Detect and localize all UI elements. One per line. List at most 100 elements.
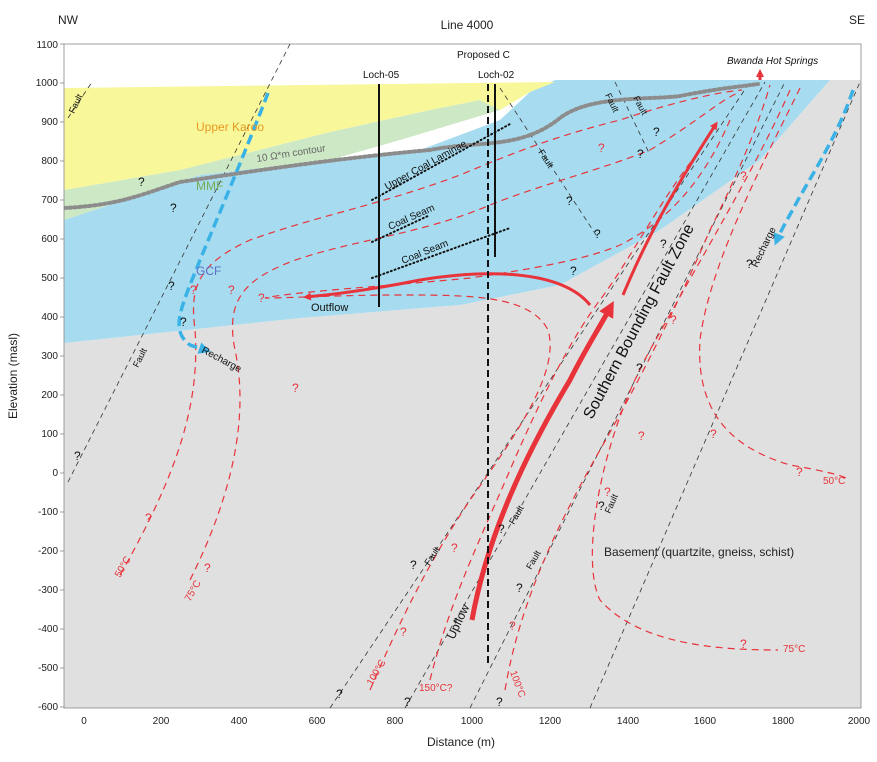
isotherm-uncertainty-marks: ? ? ? ? ? ? ? ? ? ? ? ? ? ? ? ? ?: [145, 141, 803, 651]
isotherm-100-central: [264, 119, 731, 691]
outflow-arrow: [303, 272, 592, 306]
question-mark: ?: [180, 315, 187, 329]
outflow-label: Outflow: [311, 302, 348, 314]
question-mark: ?: [509, 619, 516, 633]
question-mark: ?: [710, 427, 717, 441]
x-tick-label: 1000: [461, 716, 484, 727]
fault-line: [499, 87, 599, 239]
fault-line: [404, 81, 766, 708]
line-title: Line 4000: [441, 18, 494, 32]
question-mark: ?: [740, 637, 747, 651]
basement-layer: [64, 80, 861, 708]
question-mark: ?: [410, 558, 417, 572]
loch02-label: Loch-02: [478, 70, 515, 81]
question-mark: ?: [190, 283, 197, 297]
coal-seam1-line: [371, 214, 431, 243]
question-mark: ?: [336, 687, 343, 701]
loch05-label: Loch-05: [363, 70, 400, 81]
question-mark: ?: [404, 695, 411, 709]
isotherm-50-west: [119, 89, 743, 576]
x-tick-label: 200: [153, 716, 170, 727]
y-tick-label: -100: [38, 507, 58, 518]
question-mark: ?: [498, 522, 505, 536]
upflow-arrow: [469, 300, 614, 621]
fault-line: [589, 81, 861, 708]
question-mark: ?: [496, 695, 503, 709]
coal-seam2-line: [371, 227, 511, 279]
question-mark: ?: [653, 125, 660, 139]
overlays: [64, 44, 861, 708]
coal-seams: [371, 123, 511, 279]
basement-label: Basement (quartzite, gneiss, schist): [604, 545, 794, 559]
y-tick-label: 1100: [36, 40, 58, 51]
isotherm-100-east: [504, 84, 771, 691]
nw-label: NW: [58, 13, 79, 27]
y-tick-label: -300: [38, 585, 58, 596]
x-tick-label: 1200: [539, 716, 562, 727]
question-mark: ?: [228, 283, 235, 297]
y-tick-label: 400: [41, 312, 58, 323]
question-mark: ?: [566, 194, 573, 208]
y-tick-label: 200: [41, 390, 58, 401]
y-tick-label: 1000: [36, 78, 59, 89]
isotherm-50-east: [699, 87, 847, 479]
isotherm-label: 50°C: [823, 476, 845, 487]
question-mark: ?: [746, 257, 753, 271]
hot-springs-label: Bwanda Hot Springs: [727, 56, 818, 67]
x-tick-label: 1600: [694, 716, 717, 727]
y-axis-title: Elevation (masl): [6, 333, 20, 419]
proposed-label: Proposed C: [457, 50, 510, 61]
fault-line: [67, 44, 291, 483]
y-tick-label: 800: [41, 156, 58, 167]
y-tick-label: 0: [52, 468, 58, 479]
x-tick-label: 400: [231, 716, 248, 727]
question-mark: ?: [604, 485, 611, 499]
question-mark: ?: [170, 201, 177, 215]
fault-lines: [67, 44, 861, 708]
mmf-layer: [64, 100, 500, 220]
fault-line: [614, 81, 651, 156]
uncertainty-marks: ? ? ? ? ? ? ? ? ? ? ? ? ? ? ? ? ? ? ? ?: [74, 125, 753, 709]
question-mark: ?: [138, 175, 145, 189]
y-axis: 1100 1000 900 800 700 600 500 400 300 20…: [36, 40, 59, 713]
fault-line: [67, 81, 93, 119]
y-tick-label: -400: [38, 624, 58, 635]
isotherms: [119, 84, 847, 691]
recharge-arrow-west: [177, 92, 270, 354]
y-tick-label: 900: [41, 117, 58, 128]
x-axis-title: Distance (m): [427, 735, 495, 749]
x-axis: 0 200 400 600 800 1000 1200 1400 1600 18…: [81, 716, 870, 727]
y-tick-label: 700: [41, 195, 58, 206]
question-mark: ?: [516, 581, 523, 595]
isotherm-label: 150°C?: [419, 683, 453, 694]
question-mark: ?: [670, 313, 677, 327]
y-tick-label: 500: [41, 273, 58, 284]
question-mark: ?: [400, 625, 407, 639]
question-mark: ?: [598, 141, 605, 155]
se-label: SE: [849, 13, 865, 27]
y-tick-label: -500: [38, 663, 58, 674]
recharge-arrow-east: [773, 89, 855, 246]
x-tick-label: 600: [309, 716, 326, 727]
question-mark: ?: [258, 291, 265, 305]
y-tick-marks: [60, 43, 64, 708]
question-mark: ?: [204, 561, 211, 575]
question-mark: ?: [168, 279, 175, 293]
isotherm-75-east: [591, 89, 791, 651]
x-tick-label: 2000: [848, 716, 871, 727]
y-tick-label: -200: [38, 546, 58, 557]
isotherm-150: [429, 149, 701, 681]
question-mark: ?: [796, 465, 803, 479]
x-tick-label: 0: [81, 716, 87, 727]
isotherm-75-west: [189, 91, 741, 581]
gcf-layer: [64, 80, 861, 343]
y-tick-label: 300: [41, 351, 58, 362]
question-mark: ?: [598, 499, 605, 513]
question-mark: ?: [570, 264, 577, 278]
question-mark: ?: [451, 541, 458, 555]
question-mark: ?: [74, 449, 81, 463]
upper-karoo-label: Upper Karoo: [196, 120, 264, 134]
question-mark: ?: [636, 361, 643, 375]
question-mark: ?: [660, 237, 667, 251]
